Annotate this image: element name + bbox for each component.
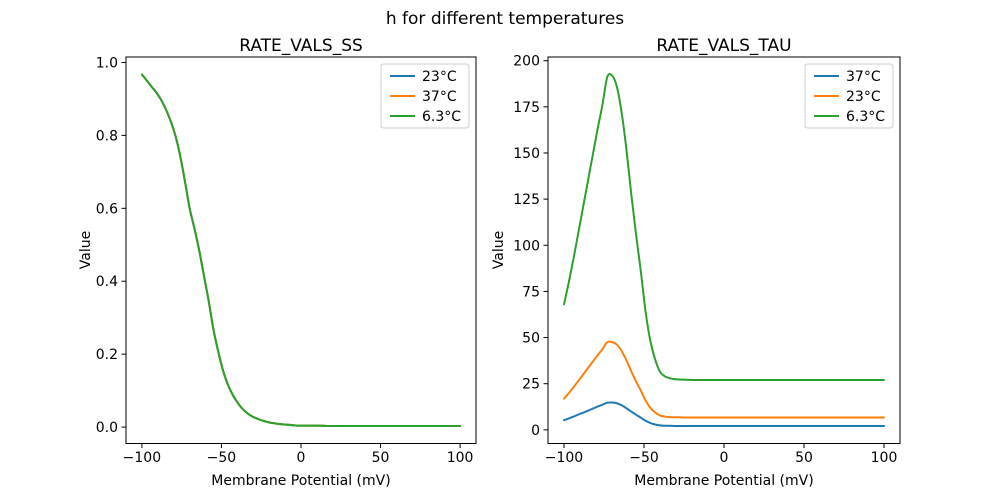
y-tick-label: 1.0: [96, 55, 118, 71]
figure-title: h for different temperatures: [386, 9, 624, 29]
x-tick-label: −50: [629, 450, 659, 466]
y-tick-label: 0.6: [96, 201, 118, 217]
axes-area-tau: −100 −50 0 50 100 0 25 50 75 100 125 150 175 200 37°C 2…: [513, 54, 901, 466]
series-line-37°C: [563, 401, 885, 427]
y-tick-label: 0.0: [96, 420, 118, 436]
y-tick-label: 75: [522, 284, 540, 300]
y-axis-label-ss: Value: [78, 231, 94, 269]
axes-spines: [125, 56, 477, 444]
legend-entry-label: 23°C: [846, 89, 881, 105]
legend-entry-label: 6.3°C: [422, 109, 461, 125]
series-line-23°C: [563, 340, 885, 419]
x-tick-label: −50: [207, 450, 237, 466]
legend-entry-label: 23°C: [422, 69, 457, 85]
subplot-rate-vals-tau: RATE_VALS_TAU Membrane Potential (mV) Va…: [491, 36, 901, 489]
x-tick-label: 100: [871, 450, 898, 466]
y-tick-label: 0.4: [96, 274, 118, 290]
subplot-rate-vals-ss: RATE_VALS_SS Membrane Potential (mV) Val…: [78, 36, 477, 489]
x-tick-label: −100: [545, 450, 583, 466]
legend: 23°C 37°C 6.3°C: [380, 63, 470, 129]
legend: 37°C 23°C 6.3°C: [804, 63, 894, 129]
legend-entry-label: 6.3°C: [846, 109, 885, 125]
x-tick-label: 0: [720, 450, 729, 466]
y-tick-label: 50: [522, 331, 540, 347]
x-tick-label: −100: [123, 450, 161, 466]
x-axis-label-tau: Membrane Potential (mV): [634, 473, 813, 489]
x-axis-label-ss: Membrane Potential (mV): [211, 473, 390, 489]
series-line-6.3°C: [563, 72, 885, 382]
y-tick-label: 200: [513, 54, 540, 70]
y-tick-label: 175: [513, 100, 540, 116]
y-tick-label: 0: [531, 423, 540, 439]
subplot-title-ss: RATE_VALS_SS: [239, 36, 363, 56]
x-tick-label: 100: [447, 450, 474, 466]
y-tick-label: 25: [522, 377, 540, 393]
series-line-6.3°C: [140, 73, 462, 428]
subplot-title-tau: RATE_VALS_TAU: [656, 36, 791, 56]
y-tick-label: 100: [513, 238, 540, 254]
legend-entry-label: 37°C: [422, 89, 457, 105]
y-tick-label: 0.2: [96, 347, 118, 363]
axes-area-ss: −100 −50 0 50 100 0.0 0.2 0.4 0.6 0.8 1.0 23°C 37°C 6…: [96, 55, 477, 466]
x-tick-label: 0: [297, 450, 306, 466]
axes-spines: [547, 56, 901, 444]
legend-entry-label: 37°C: [846, 69, 881, 85]
x-tick-label: 50: [372, 450, 390, 466]
y-tick-label: 125: [513, 192, 540, 208]
legend-box: [804, 63, 894, 129]
x-tick-label: 50: [795, 450, 813, 466]
y-axis-label-tau: Value: [491, 231, 507, 269]
y-tick-label: 0.8: [96, 128, 118, 144]
y-tick-label: 150: [513, 146, 540, 162]
legend-box: [380, 63, 470, 129]
